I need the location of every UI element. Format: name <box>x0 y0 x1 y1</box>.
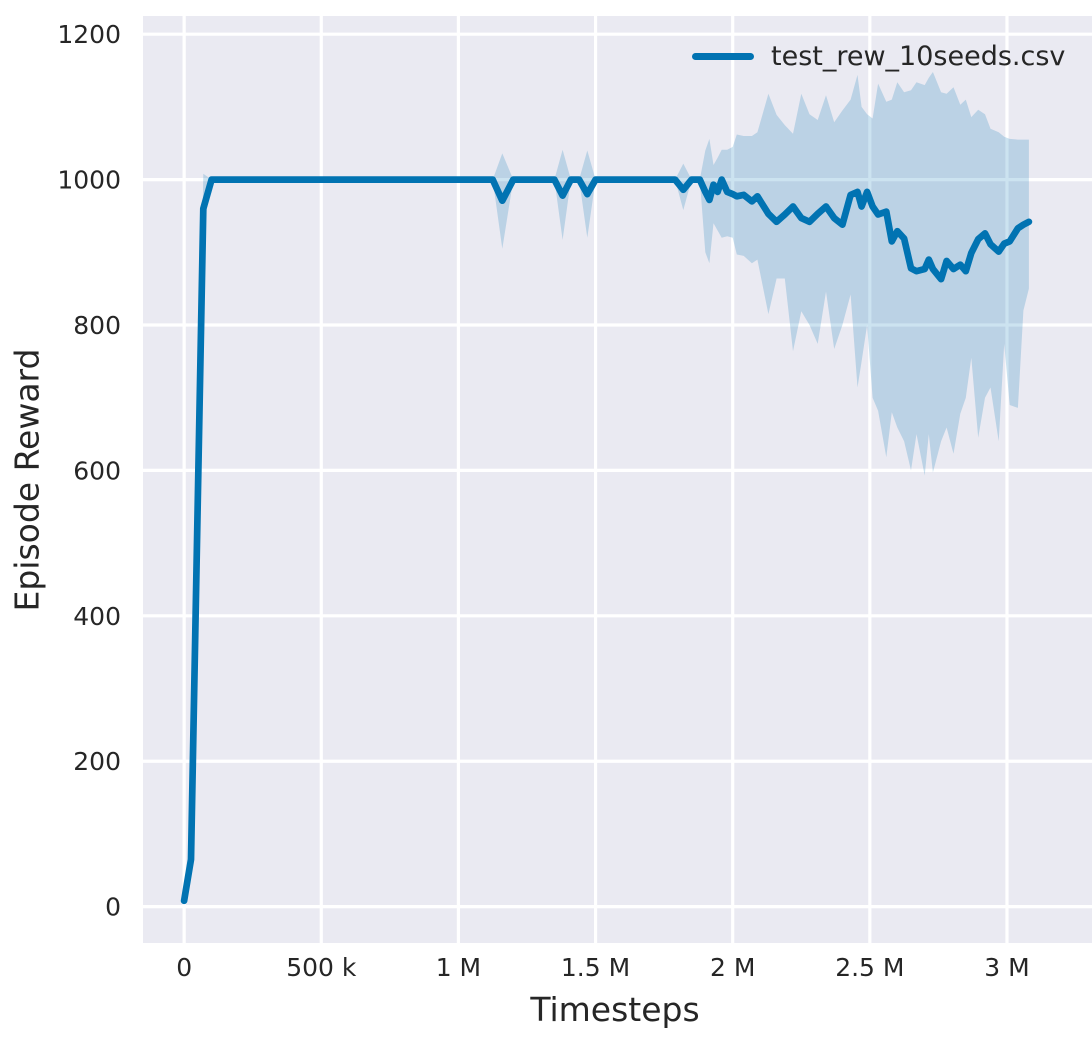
legend-line-swatch <box>692 53 754 60</box>
x-tick-label: 2 M <box>710 953 755 982</box>
x-tick-label: 1 M <box>436 953 481 982</box>
x-tick-label: 1.5 M <box>561 953 630 982</box>
mean-line <box>180 176 1033 905</box>
plot-area <box>143 16 1092 943</box>
x-axis-label: Timesteps <box>530 990 700 1029</box>
y-tick-label: 800 <box>73 311 121 340</box>
legend-label: test_rew_10seeds.csv <box>771 41 1066 72</box>
y-tick-label: 600 <box>73 456 121 485</box>
x-tick-label: 2.5 M <box>835 953 904 982</box>
confidence-band <box>184 72 1029 901</box>
legend: test_rew_10seeds.csv <box>692 41 1065 72</box>
y-axis-label: Episode Reward <box>7 348 47 612</box>
y-tick-label: 0 <box>105 893 121 922</box>
x-tick-label: 500 k <box>286 953 357 982</box>
x-tick-label: 0 <box>176 953 192 982</box>
y-tick-label: 400 <box>73 602 121 631</box>
y-tick-label: 1000 <box>57 166 121 195</box>
y-tick-label: 200 <box>73 747 121 776</box>
y-tick-label: 1200 <box>57 20 121 49</box>
x-tick-label: 3 M <box>984 953 1029 982</box>
